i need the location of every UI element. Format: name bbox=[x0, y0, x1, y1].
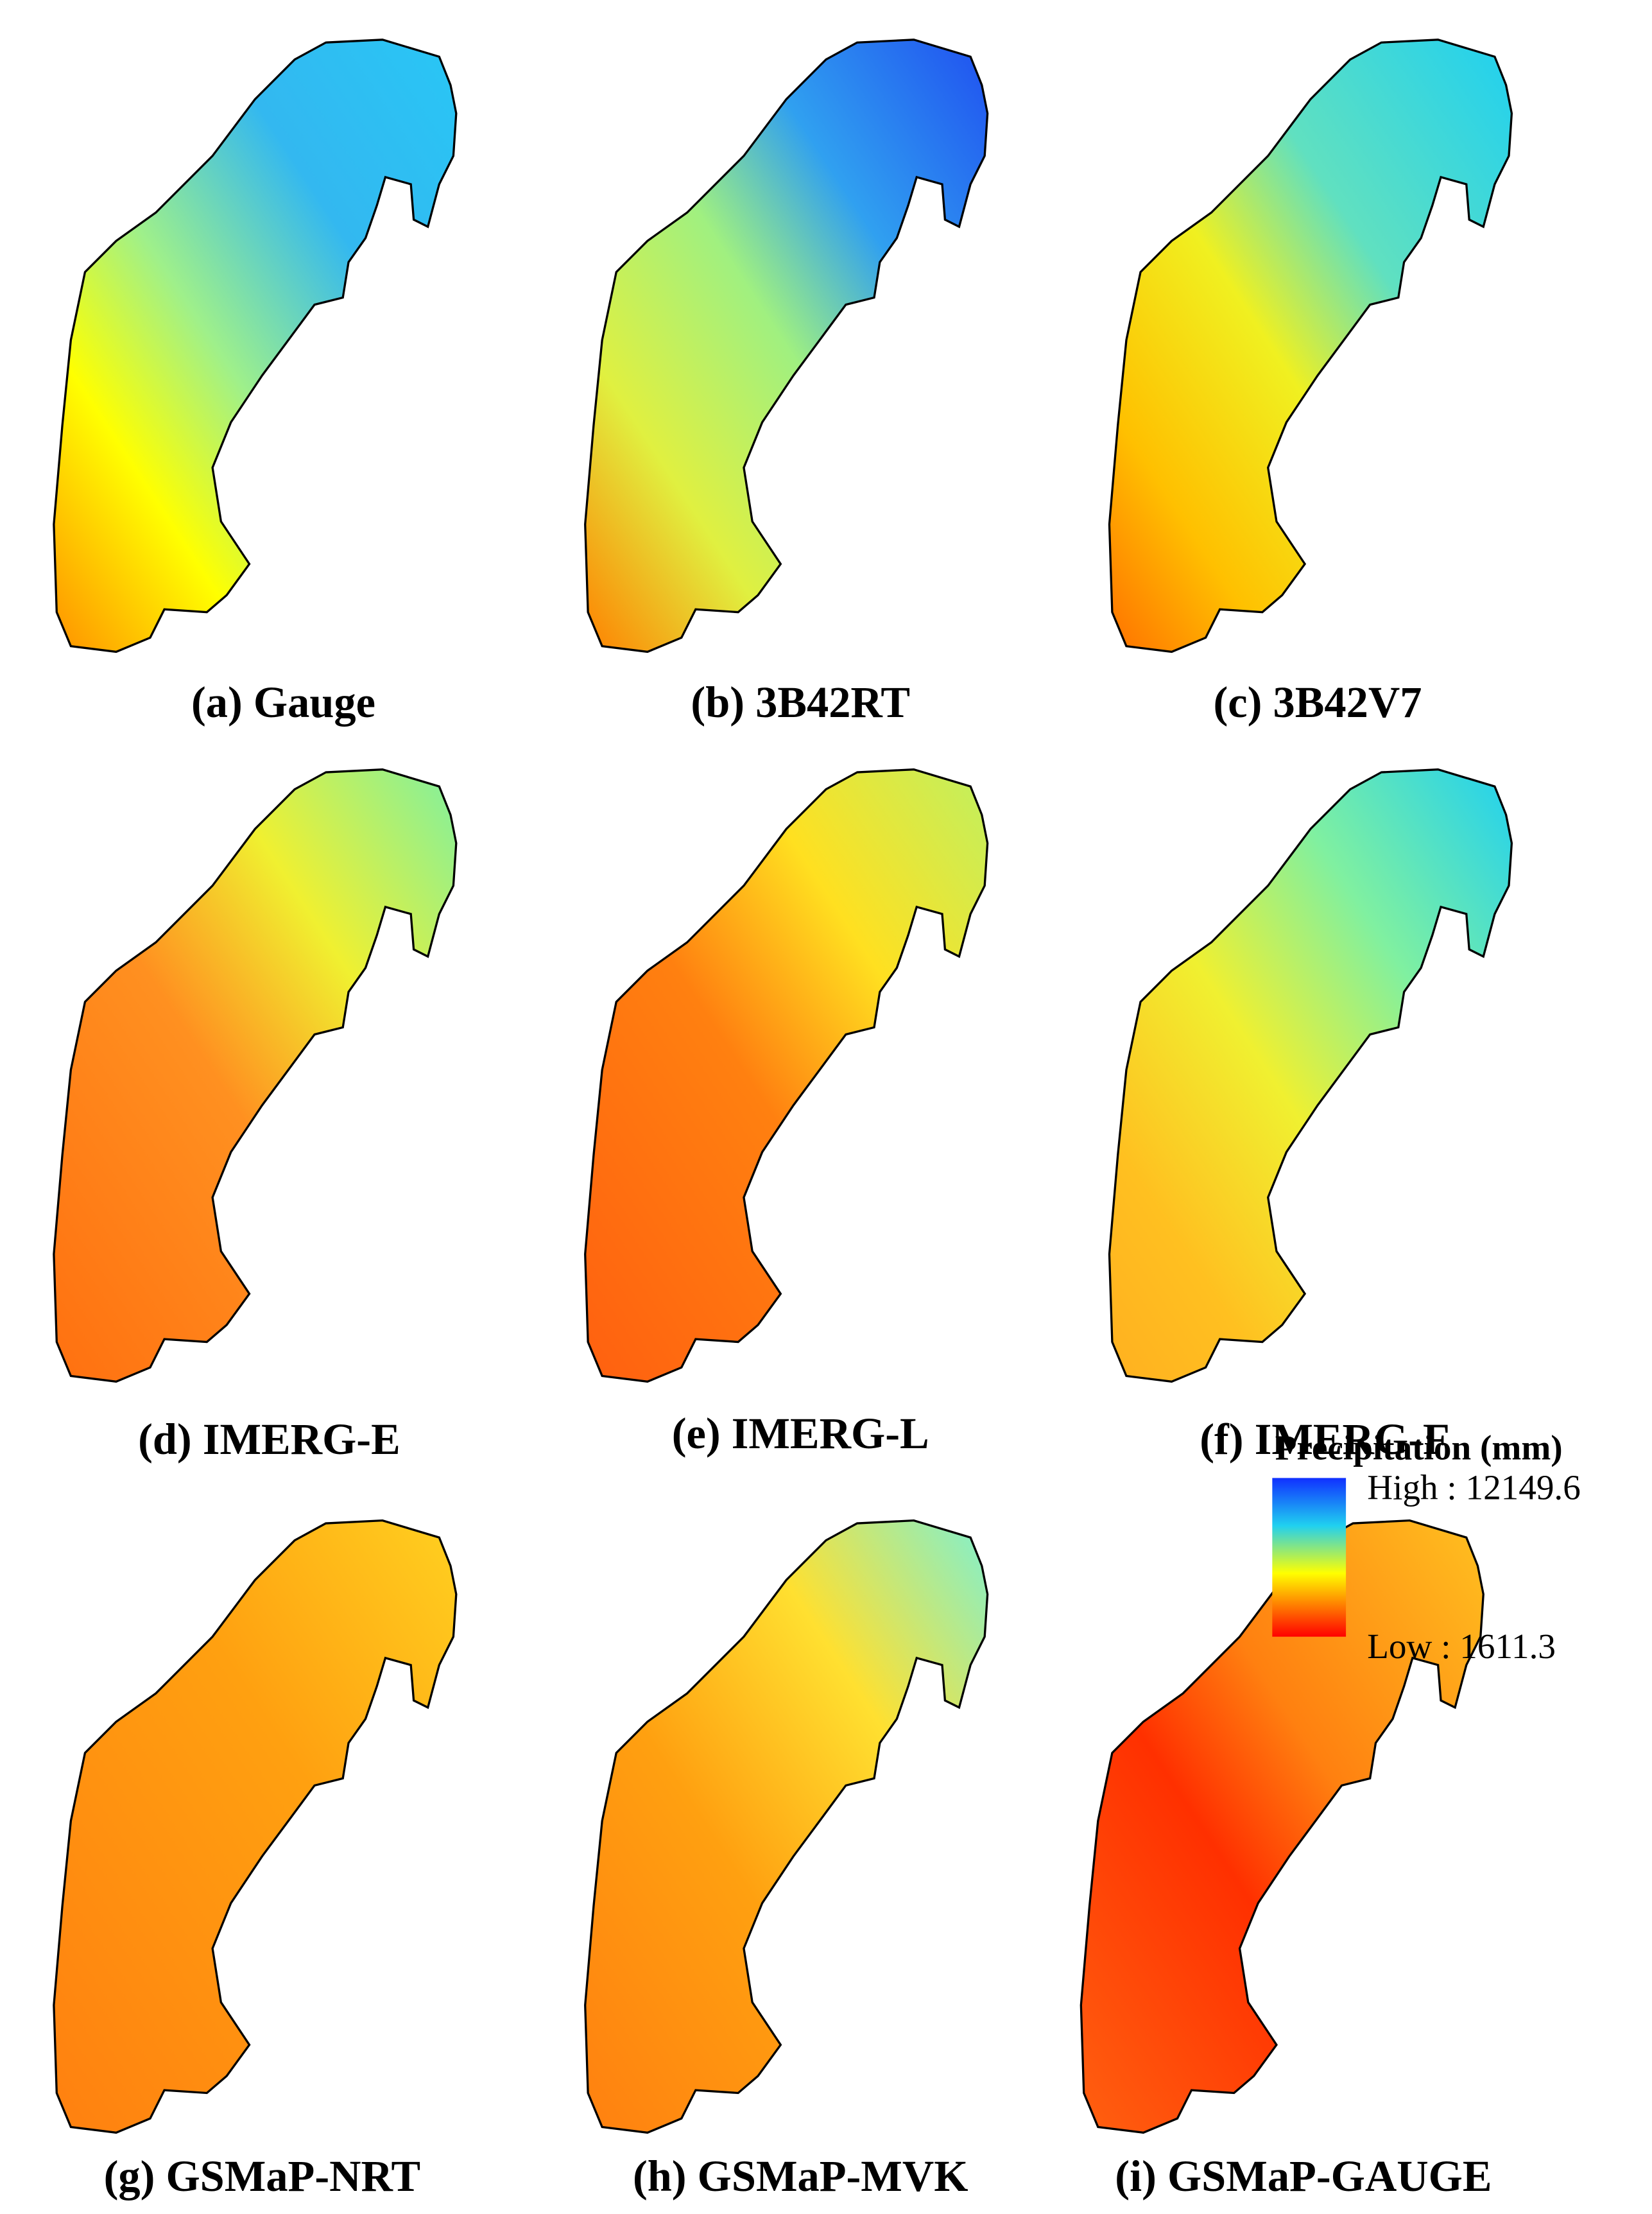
map-panel bbox=[53, 1519, 458, 2134]
panel-label: (b) 3B42RT bbox=[691, 678, 910, 727]
legend-ramp bbox=[1272, 1478, 1347, 1637]
map-panel bbox=[584, 768, 989, 1383]
legend: Precipitation (mm) High : 12149.6 Low : … bbox=[1272, 1428, 1581, 1666]
map-panel bbox=[584, 39, 989, 653]
panel-label: (c) 3B42V7 bbox=[1214, 678, 1422, 727]
map-panel bbox=[53, 768, 458, 1383]
panels: (a) Gauge (b) 3B42RT (c) 3B42V7 (d) IMER… bbox=[53, 39, 1581, 2201]
map-panel bbox=[1108, 768, 1513, 1383]
legend-title: Precipitation (mm) bbox=[1275, 1428, 1563, 1467]
panel-label: (h) GSMaP-MVK bbox=[633, 2152, 968, 2201]
panel-label: (i) GSMaP-GAUGE bbox=[1115, 2152, 1492, 2201]
panel-label: (g) GSMaP-NRT bbox=[104, 2152, 421, 2201]
map-panel bbox=[53, 39, 458, 653]
legend-high: High : 12149.6 bbox=[1367, 1468, 1581, 1507]
panel-label: (e) IMERG-L bbox=[672, 1409, 929, 1458]
map-panel bbox=[584, 1519, 989, 2134]
legend-low: Low : 1611.3 bbox=[1367, 1627, 1556, 1666]
panel-label: (d) IMERG-E bbox=[138, 1415, 400, 1464]
panel-label: (a) Gauge bbox=[191, 678, 375, 727]
map-panel bbox=[1108, 39, 1513, 653]
panel-label: (f) IMERG-F bbox=[1200, 1415, 1450, 1464]
